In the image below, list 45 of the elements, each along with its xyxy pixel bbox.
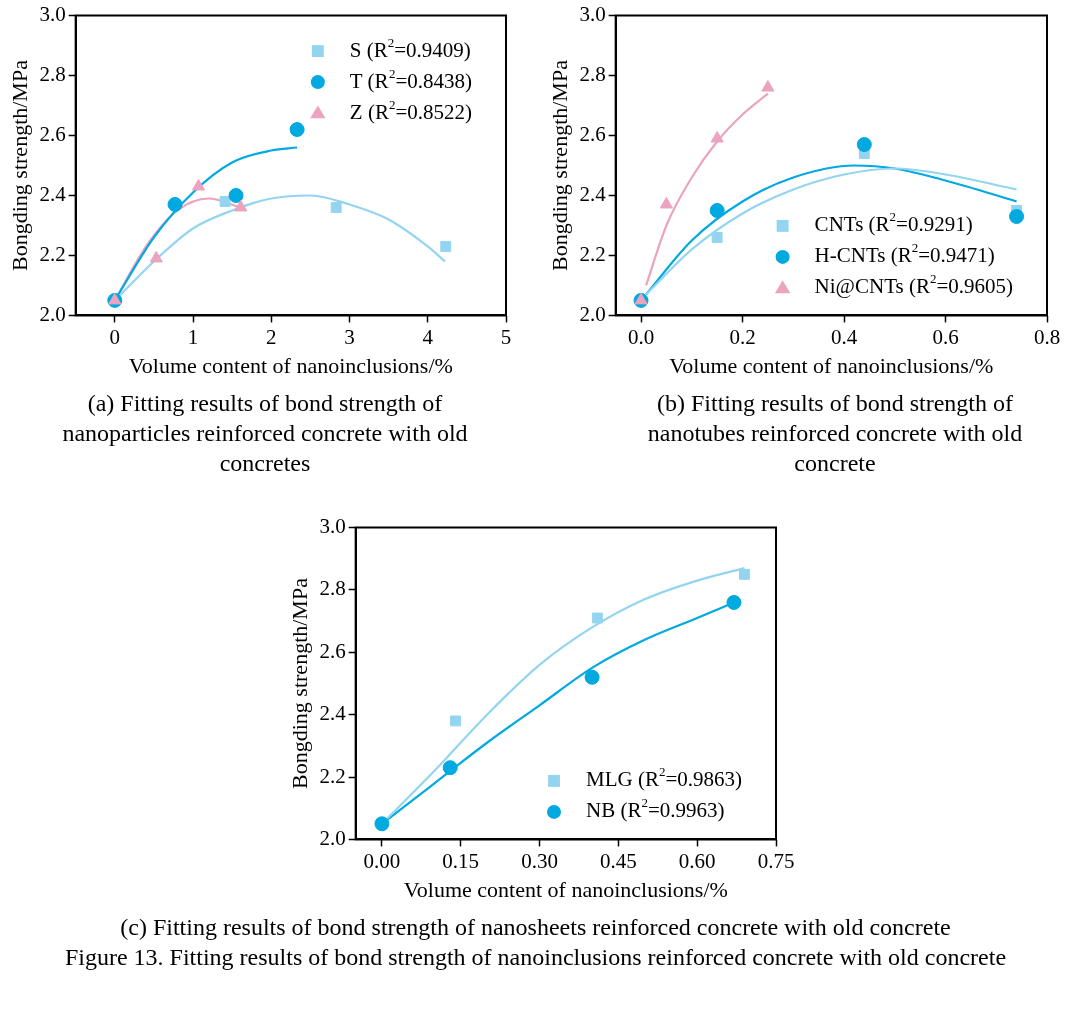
y-tick-label: 2.8: [39, 62, 66, 87]
x-tick-label: 0.00: [363, 848, 401, 873]
y-tick-label: 2.8: [579, 62, 606, 87]
x-tick-label: 0: [109, 324, 121, 349]
y-tick-label: 2.6: [319, 638, 346, 663]
y-tick-label: 2.6: [39, 122, 66, 147]
y-tick-label: 2.0: [579, 301, 606, 326]
x-tick-label: 0.15: [442, 848, 480, 873]
x-tick-label: 0.60: [678, 848, 716, 873]
x-tick-label: 3: [344, 324, 355, 349]
x-tick-label: 4: [422, 324, 434, 349]
y-tick-label: 2.6: [579, 122, 606, 147]
y-axis-title: Bongding strength/MPa: [286, 577, 312, 789]
y-tick-label: 2.4: [579, 182, 607, 206]
x-tick-label: 0.0: [627, 324, 655, 349]
y-tick-label: 2.0: [39, 301, 66, 326]
x-tick-label: 5: [500, 324, 512, 349]
x-tick-label: 0.4: [830, 324, 858, 349]
x-tick-label: 0.45: [599, 848, 637, 873]
y-axis-title: Bongding strength/MPa: [546, 59, 572, 271]
y-tick-label: 2.2: [319, 763, 346, 788]
y-tick-label: 2.4: [319, 701, 347, 726]
text: (b) Fitting results of bond strength of nanotubes reinforced concrete with old concrete: [646, 389, 1024, 478]
x-tick-label: 0.75: [757, 848, 795, 873]
x-tick-label: 0.6: [932, 324, 959, 349]
x-tick-label: 0.2: [729, 324, 756, 349]
y-tick-label: 2.2: [39, 241, 66, 266]
x-axis-title: Volume content of nanoinclusions/%: [128, 352, 453, 378]
y-axis-title: Bongding strength/MPa: [6, 59, 32, 271]
text: (a) Fitting results of bond strength of nanoparticles reinforced concrete with old concretes: [61, 389, 469, 478]
text: (c) Fitting results of bond strength of nanosheets reinforced concrete with old concrete: [119, 913, 952, 942]
x-axis-title: Volume content of nanoinclusions/%: [403, 876, 728, 902]
y-tick-label: 2.4: [39, 182, 67, 206]
y-tick-label: 3.0: [319, 514, 346, 539]
caption: Figure 13. Fitting results of bond strength of nanoinclusions reinforced concrete with old concrete: [63, 943, 1008, 972]
y-tick-label: 3.0: [39, 2, 66, 27]
x-axis-title: Volume content of nanoinclusions/%: [669, 352, 994, 378]
x-tick-label: 0.8: [1033, 324, 1061, 349]
y-tick-label: 3.0: [579, 2, 606, 27]
y-tick-label: 2.2: [579, 241, 606, 266]
y-tick-label: 2.0: [319, 825, 346, 850]
y-tick-label: 2.8: [319, 576, 346, 601]
x-tick-label: 0.30: [521, 848, 558, 873]
x-tick-label: 1: [187, 324, 199, 349]
x-tick-label: 2: [266, 324, 277, 349]
